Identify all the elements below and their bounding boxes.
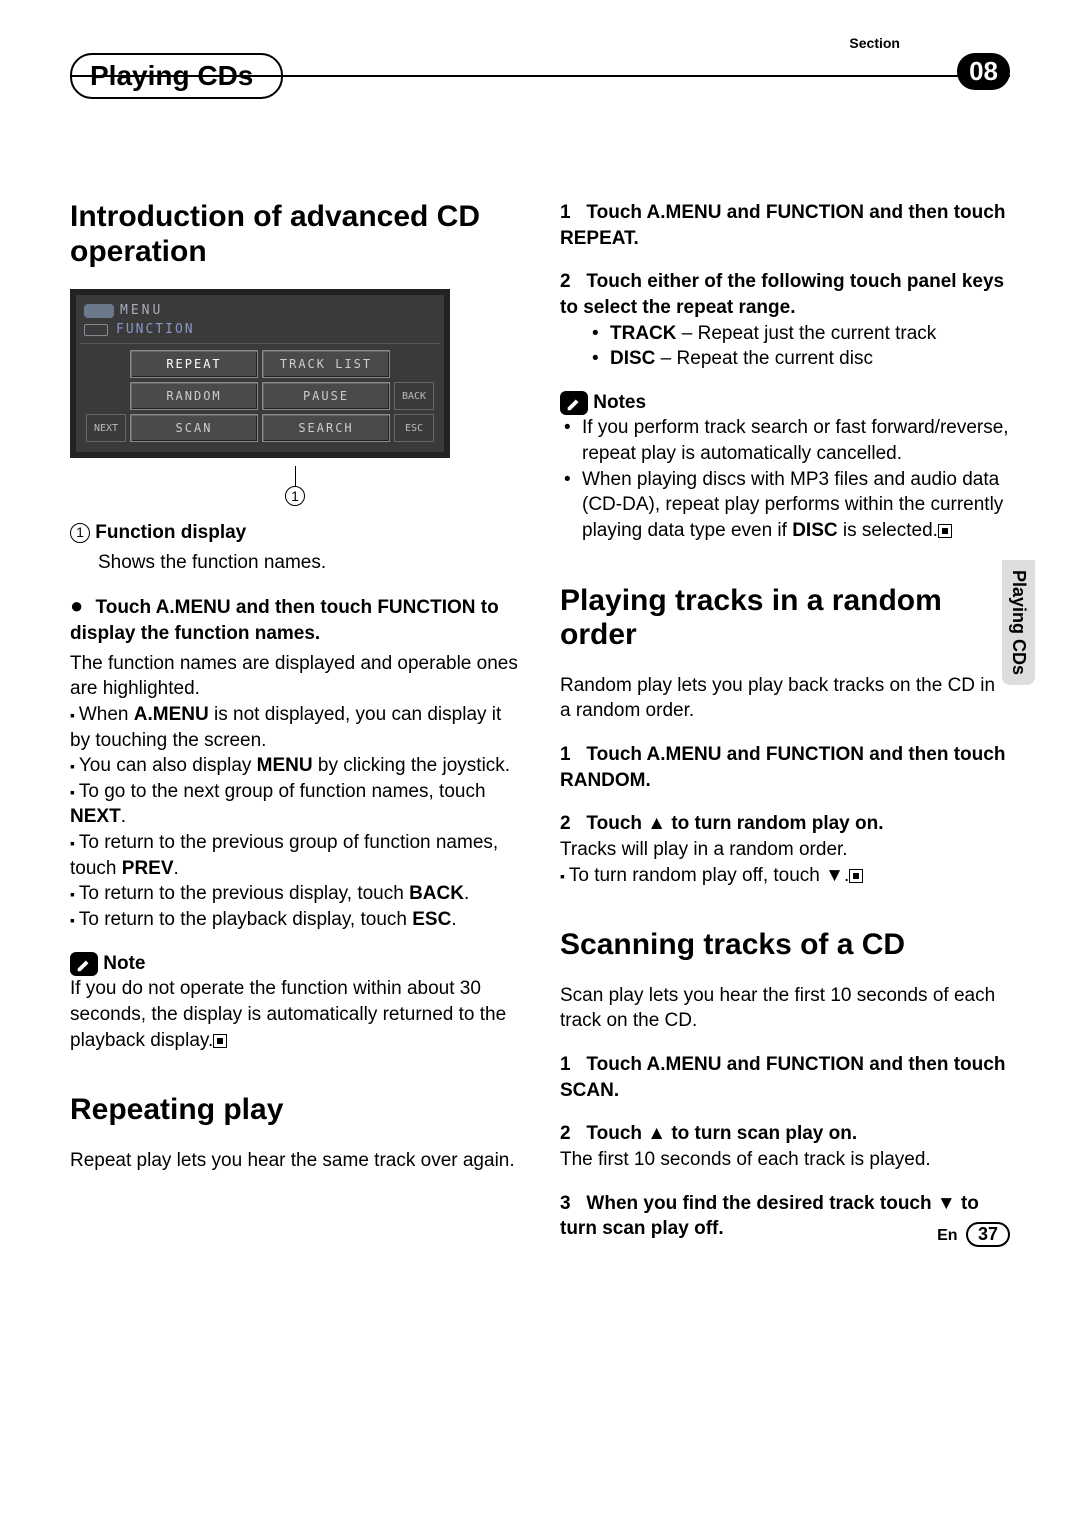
screenshot-cd-icon <box>84 324 108 336</box>
repeat-intro: Repeat play lets you hear the same track… <box>70 1148 520 1174</box>
page-footer: En 37 <box>937 1222 1010 1247</box>
screenshot-btn-back: BACK <box>394 382 434 410</box>
note-back: To return to the previous display, touch… <box>70 881 520 907</box>
end-mark-icon <box>849 869 863 883</box>
side-tab: Playing CDs <box>1002 560 1035 685</box>
random-step-2: 2 Touch ▲ to turn random play on. <box>560 811 1010 837</box>
heading-repeat: Repeating play <box>70 1093 520 1128</box>
touch-heading: ● Touch A.MENU and then touch FUNCTION t… <box>70 591 520 646</box>
section-number-wrap: 08 <box>957 53 1010 90</box>
random-step-2-body: Tracks will play in a random order. <box>560 837 1010 863</box>
function-notes-list: When A.MENU is not displayed, you can di… <box>70 702 520 933</box>
scan-step-1: 1 Touch A.MENU and FUNCTION and then tou… <box>560 1052 1010 1103</box>
bullet-icon: ● <box>70 593 96 618</box>
page-header: Section Playing CDs 08 <box>70 35 1010 100</box>
random-step-1: 1 Touch A.MENU and FUNCTION and then tou… <box>560 742 1010 793</box>
left-column: Introduction of advanced CD operation ME… <box>70 200 520 1242</box>
callout-number: 1 <box>285 486 305 506</box>
heading-random: Playing tracks in a random order <box>560 584 1010 653</box>
opt-disc: DISC – Repeat the current disc <box>610 346 1010 372</box>
callout-label-row: 1 Function display <box>70 520 520 546</box>
section-label: Section <box>849 35 900 51</box>
notes-heading: Notes <box>560 390 1010 416</box>
callout-desc: Shows the function names. <box>70 550 520 576</box>
heading-scan: Scanning tracks of a CD <box>560 928 1010 963</box>
note-prev: To return to the previous group of funct… <box>70 830 520 881</box>
repeat-step-2: 2 Touch either of the following touch pa… <box>560 269 1010 320</box>
touch-heading-body: The function names are displayed and ope… <box>70 651 520 702</box>
note-esc: To return to the playback display, touch… <box>70 907 520 933</box>
screenshot-menu-label: MENU <box>120 303 163 318</box>
callout-pointer: 1 <box>70 466 520 506</box>
screenshot-btn-repeat: REPEAT <box>130 350 258 378</box>
screenshot-btn-scan: SCAN <box>130 414 258 442</box>
note-menu: You can also display MENU by clicking th… <box>70 753 520 779</box>
lang-label: En <box>937 1227 957 1244</box>
device-screenshot: MENU FUNCTION REPEAT TRACK LIST RANDOM P… <box>70 289 450 458</box>
scan-intro: Scan play lets you hear the first 10 sec… <box>560 983 1010 1034</box>
scan-step-2: 2 Touch ▲ to turn scan play on. <box>560 1121 1010 1147</box>
end-mark-icon <box>213 1034 227 1048</box>
random-off-list: To turn random play off, touch ▼. <box>560 863 1010 889</box>
screenshot-btn-pause: PAUSE <box>262 382 390 410</box>
scan-step-2-body: The first 10 seconds of each track is pl… <box>560 1147 1010 1173</box>
section-number: 08 <box>957 53 1010 90</box>
right-column: 1 Touch A.MENU and FUNCTION and then tou… <box>560 200 1010 1242</box>
repeat-options: TRACK – Repeat just the current track DI… <box>560 321 1010 372</box>
note-body: If you do not operate the function withi… <box>70 976 520 1053</box>
heading-intro: Introduction of advanced CD operation <box>70 200 520 269</box>
screenshot-back-icon <box>84 304 114 318</box>
repeat-note-2: When playing discs with MP3 files and au… <box>582 467 1010 544</box>
screenshot-function-label: FUNCTION <box>116 322 195 337</box>
pencil-icon <box>70 952 98 976</box>
note-next: To go to the next group of function name… <box>70 779 520 830</box>
screenshot-btn-tracklist: TRACK LIST <box>262 350 390 378</box>
content-columns: Introduction of advanced CD operation ME… <box>70 200 1010 1242</box>
note-label: Note <box>103 953 145 974</box>
repeat-notes: If you perform track search or fast forw… <box>560 415 1010 543</box>
page-title: Playing CDs <box>70 53 283 99</box>
note-heading: Note <box>70 951 520 977</box>
note-amenu: When A.MENU is not displayed, you can di… <box>70 702 520 753</box>
pencil-icon <box>560 391 588 415</box>
screenshot-btn-next: NEXT <box>86 414 126 442</box>
touch-heading-bold: Touch A.MENU and then touch FUNCTION to … <box>70 597 499 644</box>
repeat-note-1: If you perform track search or fast forw… <box>582 415 1010 466</box>
opt-track: TRACK – Repeat just the current track <box>610 321 1010 347</box>
page-number: 37 <box>966 1222 1010 1247</box>
screenshot-btn-search: SEARCH <box>262 414 390 442</box>
end-mark-icon <box>938 524 952 538</box>
callout-inline-number: 1 <box>70 523 90 543</box>
random-off: To turn random play off, touch ▼. <box>560 863 1010 889</box>
random-intro: Random play lets you play back tracks on… <box>560 673 1010 724</box>
callout-label: Function display <box>95 522 246 543</box>
screenshot-btn-esc: ESC <box>394 414 434 442</box>
screenshot-btn-random: RANDOM <box>130 382 258 410</box>
repeat-step-1: 1 Touch A.MENU and FUNCTION and then tou… <box>560 200 1010 251</box>
notes-label: Notes <box>593 392 646 413</box>
